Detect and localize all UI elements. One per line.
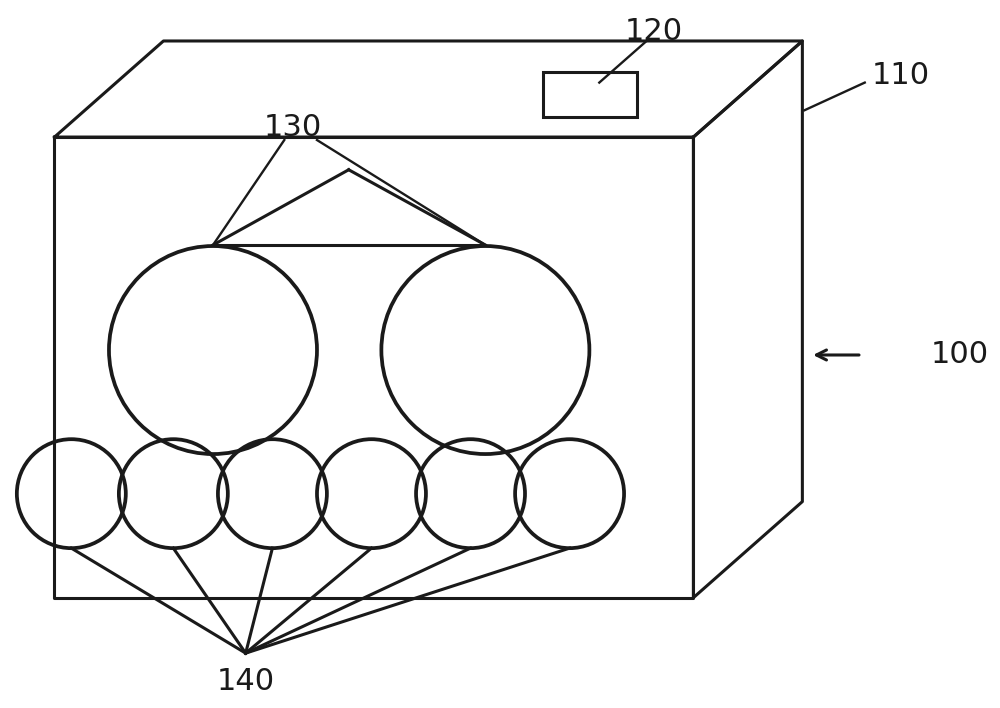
Text: 140: 140 — [217, 668, 275, 697]
Text: 130: 130 — [264, 113, 322, 142]
Bar — [543, 72, 637, 117]
Text: 110: 110 — [872, 61, 930, 90]
Text: 100: 100 — [931, 341, 989, 370]
Text: 120: 120 — [625, 16, 683, 45]
